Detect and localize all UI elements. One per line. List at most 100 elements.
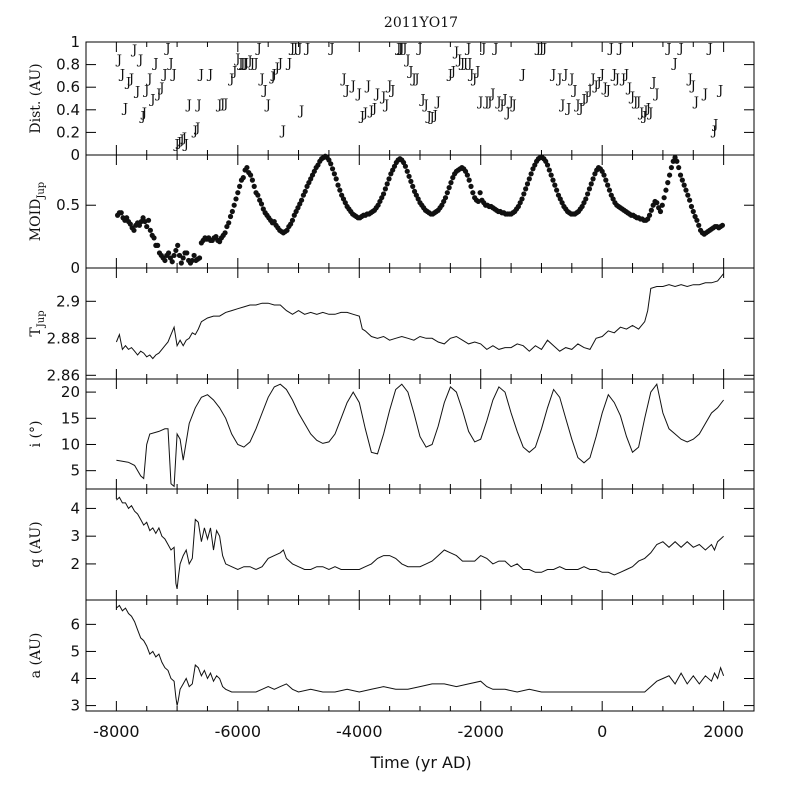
data-point [446, 185, 452, 191]
data-point [178, 260, 184, 266]
y-tick-label: 0 [70, 259, 80, 277]
data-point [144, 223, 150, 230]
data-point-j: J [431, 108, 438, 123]
y-tick-label: 0.8 [56, 56, 80, 74]
data-point [231, 202, 237, 208]
y-axis-label: TJup [28, 310, 47, 336]
data-point-j: J [610, 68, 617, 83]
y-tick-label: 3 [70, 527, 80, 545]
data-point-j: J [561, 68, 568, 83]
data-point-j: J [177, 133, 184, 148]
data-point [685, 192, 691, 198]
data-point [663, 187, 669, 193]
data-point-j: J [446, 68, 453, 83]
data-point-j: J [142, 83, 149, 98]
data-point [526, 176, 532, 182]
data-point-j: J [418, 93, 425, 108]
data-point-j: J [227, 72, 234, 87]
data-point-j: J [121, 102, 128, 117]
data-point-j: J [716, 83, 723, 98]
data-point-j: J [215, 98, 222, 113]
data-point [255, 192, 261, 198]
data-point [251, 183, 257, 189]
data-point [464, 172, 470, 178]
data-point [554, 187, 560, 193]
data-point-j: J [692, 95, 699, 110]
data-point [176, 252, 183, 259]
data-point [688, 203, 695, 210]
x-tick-label: -2000 [457, 722, 504, 741]
data-point-j: J [585, 83, 592, 98]
data-point-j: J [500, 93, 507, 108]
data-point-j: J [133, 85, 140, 100]
data-point-j: J [710, 124, 717, 139]
data-point-j: J [138, 109, 145, 124]
data-point-j: J [706, 42, 713, 57]
data-point [694, 217, 700, 223]
y-tick-label: 5 [70, 462, 80, 480]
data-point-j: J [412, 72, 419, 87]
data-point-j: J [388, 83, 395, 98]
data-point-j: J [288, 42, 295, 57]
data-point [442, 195, 449, 201]
y-tick-label: 0.5 [56, 196, 80, 214]
y-tick-label: 6 [70, 615, 80, 633]
data-point-j: J [465, 56, 472, 71]
data-point-j: J [570, 83, 577, 98]
data-point [151, 235, 157, 241]
data-point-j: J [403, 53, 410, 68]
data-point-j: J [355, 87, 362, 102]
data-point-j: J [367, 104, 374, 119]
y-tick-label: 2.9 [56, 292, 80, 310]
data-point-j: J [467, 68, 474, 83]
data-point [302, 188, 308, 195]
series-line-tjup [115, 273, 724, 360]
data-point-j: J [151, 56, 158, 71]
data-point-j: J [619, 72, 626, 87]
series-line-incl [116, 383, 724, 488]
data-point-j: J [273, 61, 280, 76]
data-point [668, 164, 675, 171]
data-point [184, 250, 190, 256]
data-point [661, 195, 667, 201]
data-point [654, 200, 660, 206]
data-point [657, 208, 664, 215]
data-point-j: J [534, 42, 541, 57]
data-point [191, 252, 197, 259]
data-point-j: J [476, 95, 483, 110]
data-point-j: J [573, 98, 580, 113]
data-point [162, 257, 168, 264]
data-point-j: J [382, 98, 389, 113]
data-point [665, 180, 671, 186]
data-point-j: J [555, 72, 562, 87]
data-point [719, 222, 726, 228]
data-point-j: J [644, 102, 651, 117]
data-point-j: J [193, 121, 200, 136]
y-axis-label: i (°) [28, 421, 44, 448]
y-axis-label-subscript: Jup [36, 310, 47, 328]
data-point [298, 197, 305, 203]
data-point-j: J [677, 42, 684, 57]
data-point-j: J [564, 102, 571, 117]
data-point-j: J [303, 42, 310, 57]
panel-incl: 5 10 15 20 i (°) [28, 378, 755, 490]
data-point-j: J [140, 106, 147, 121]
panel-frame [85, 267, 755, 380]
y-tick-label: 3 [70, 697, 80, 715]
y-tick-label: 2.88 [47, 329, 80, 347]
data-point-j: J [473, 64, 480, 79]
data-point [402, 163, 409, 169]
y-tick-label: 15 [61, 409, 80, 427]
data-point-j: J [711, 117, 718, 132]
data-point [237, 183, 243, 189]
data-point-j: J [206, 68, 213, 83]
data-point-j: J [652, 87, 659, 102]
y-axis-label: Dist. (AU) [28, 63, 44, 133]
y-tick-label: 20 [61, 383, 80, 401]
y-tick-label: 0.6 [56, 78, 80, 96]
data-point [687, 197, 693, 203]
data-point-j: J [349, 79, 356, 94]
data-point-j: J [261, 83, 268, 98]
data-point [552, 182, 558, 188]
data-point-j: J [373, 87, 380, 102]
